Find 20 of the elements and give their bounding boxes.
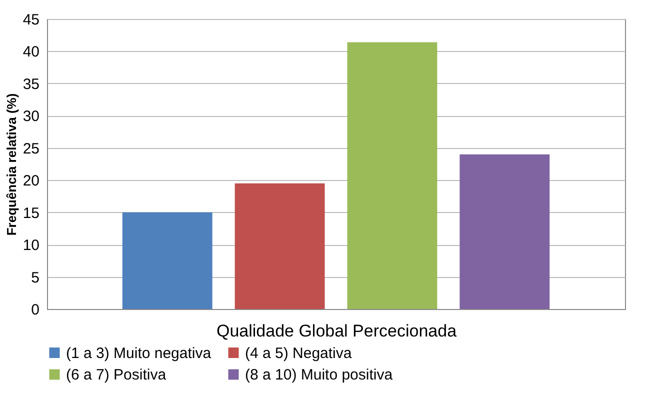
- y-tick-label: 40: [22, 44, 40, 61]
- bar: [122, 212, 212, 309]
- y-tick-label: 20: [22, 172, 40, 190]
- legend-label: (4 a 5) Negativa: [245, 344, 352, 362]
- y-tick-label: 30: [22, 108, 40, 126]
- y-tick-label: 0: [31, 302, 40, 318]
- y-tick-label: 15: [22, 204, 40, 222]
- legend-label: (6 a 7) Positiva: [66, 366, 167, 384]
- legend-label: (1 a 3) Muito negativa: [66, 344, 212, 362]
- bar: [234, 183, 325, 309]
- y-tick-label: 5: [31, 269, 40, 286]
- y-tick-label: 45: [22, 12, 40, 28]
- legend-label: (8 a 10) Muito positiva: [245, 366, 394, 384]
- y-axis-title: Frequência relativa (%): [4, 93, 19, 236]
- x-axis-title: Qualidade Global Percecionada: [216, 322, 458, 340]
- y-tick-label: 25: [22, 140, 40, 158]
- bar: [460, 154, 550, 309]
- y-tick-label: 35: [22, 76, 40, 93]
- bar: [347, 42, 438, 309]
- y-tick-label: 10: [22, 237, 40, 254]
